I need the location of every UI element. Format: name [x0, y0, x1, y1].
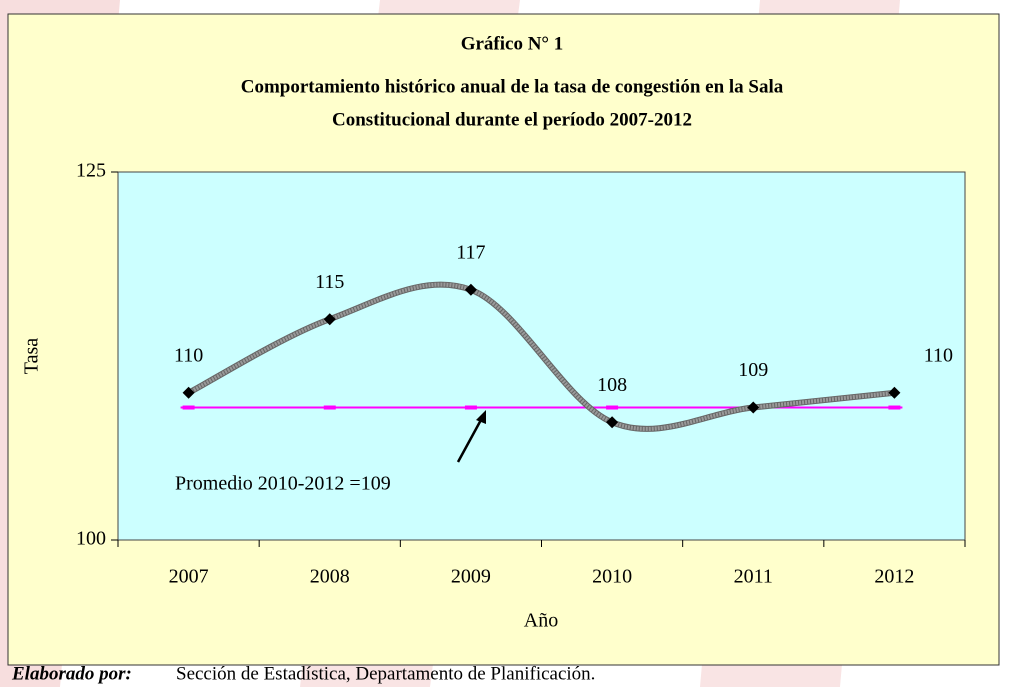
x-tick-label: 2008	[310, 566, 350, 588]
x-tick-label: 2009	[451, 566, 491, 588]
data-label: 108	[597, 374, 627, 396]
chart-title: Constitucional durante el período 2007-2…	[332, 109, 692, 130]
data-label: 115	[315, 271, 344, 293]
x-axis-label: Año	[524, 610, 558, 632]
y-tick-label: 100	[76, 528, 106, 550]
y-axis-label: Tasa	[21, 338, 43, 374]
data-point	[464, 283, 477, 296]
annotation-arrow	[456, 417, 484, 463]
data-label: 110	[924, 344, 953, 366]
average-label: Promedio 2010-2012 =109	[175, 473, 391, 495]
annotation-arrowhead	[476, 410, 486, 424]
x-tick-label: 2007	[169, 566, 209, 588]
data-label: 109	[738, 359, 768, 381]
chart-title: Gráfico N° 1	[461, 33, 564, 54]
source-text: Sección de Estadística, Departamento de …	[176, 663, 595, 684]
x-tick-label: 2011	[734, 566, 773, 588]
data-point	[747, 401, 760, 414]
data-point	[606, 416, 619, 429]
data-point	[182, 386, 195, 399]
data-point	[323, 313, 336, 326]
chart-title: Comportamiento histórico anual de la tas…	[241, 76, 784, 97]
x-tick-label: 2012	[874, 566, 914, 588]
x-tick-label: 2010	[592, 566, 632, 588]
data-label: 117	[456, 241, 485, 263]
data-label: 110	[174, 344, 203, 366]
source-label: Elaborado por:	[11, 663, 132, 684]
y-tick-label: 125	[76, 160, 106, 182]
data-point	[888, 386, 901, 399]
